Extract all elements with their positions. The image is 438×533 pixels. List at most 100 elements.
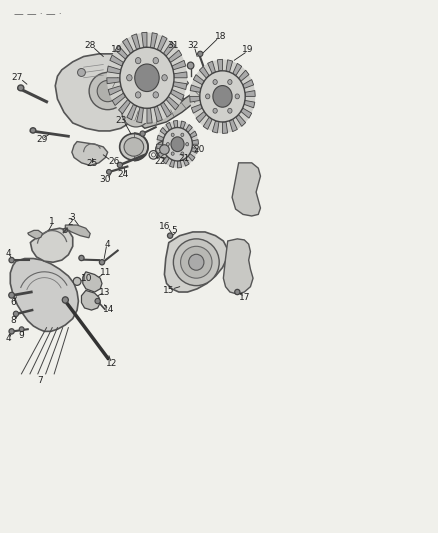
Ellipse shape (167, 233, 173, 238)
Polygon shape (162, 94, 186, 107)
Text: 16: 16 (159, 222, 170, 231)
Ellipse shape (155, 141, 173, 158)
Polygon shape (243, 79, 254, 88)
Polygon shape (157, 36, 167, 51)
Ellipse shape (180, 246, 212, 278)
Polygon shape (232, 163, 261, 216)
Polygon shape (123, 38, 134, 53)
Ellipse shape (117, 163, 123, 167)
Polygon shape (169, 50, 182, 62)
Ellipse shape (171, 137, 184, 151)
Polygon shape (177, 161, 182, 168)
Polygon shape (164, 78, 188, 88)
Ellipse shape (213, 79, 217, 84)
Polygon shape (173, 120, 177, 128)
Text: 12: 12 (106, 359, 118, 368)
Text: 26: 26 (109, 157, 120, 166)
Polygon shape (81, 290, 100, 310)
Polygon shape (172, 60, 186, 70)
Ellipse shape (235, 289, 240, 295)
Text: 9: 9 (19, 331, 25, 340)
Ellipse shape (62, 297, 68, 303)
Polygon shape (203, 117, 212, 130)
Ellipse shape (187, 62, 194, 69)
Polygon shape (223, 239, 253, 294)
Text: 27: 27 (11, 72, 23, 82)
Polygon shape (191, 148, 198, 154)
Polygon shape (55, 54, 173, 131)
Text: 3: 3 (69, 213, 75, 222)
Polygon shape (156, 144, 163, 149)
Text: 22: 22 (155, 157, 166, 166)
Polygon shape (186, 125, 192, 132)
Polygon shape (157, 135, 164, 141)
Text: 15: 15 (163, 286, 174, 295)
Polygon shape (158, 151, 165, 157)
Ellipse shape (73, 277, 81, 285)
Ellipse shape (153, 92, 159, 98)
Polygon shape (160, 102, 171, 117)
Ellipse shape (127, 75, 132, 81)
Text: 11: 11 (100, 269, 111, 277)
Ellipse shape (106, 169, 111, 174)
Polygon shape (164, 232, 228, 292)
Ellipse shape (30, 128, 36, 133)
Ellipse shape (171, 133, 174, 136)
Ellipse shape (13, 311, 18, 317)
Text: 20: 20 (194, 145, 205, 154)
Text: 29: 29 (36, 135, 48, 144)
Text: 5: 5 (172, 226, 177, 235)
Ellipse shape (124, 138, 144, 156)
Polygon shape (131, 34, 140, 50)
Polygon shape (162, 156, 169, 164)
Ellipse shape (135, 64, 159, 92)
Ellipse shape (128, 104, 144, 120)
Ellipse shape (205, 94, 210, 99)
Polygon shape (239, 70, 249, 81)
Ellipse shape (122, 98, 150, 127)
Ellipse shape (213, 86, 232, 107)
Text: 4: 4 (6, 249, 11, 258)
Polygon shape (241, 108, 252, 118)
Polygon shape (166, 96, 179, 110)
Polygon shape (127, 104, 137, 120)
Text: 7: 7 (37, 376, 43, 385)
Ellipse shape (9, 329, 14, 334)
Polygon shape (110, 55, 124, 66)
Polygon shape (115, 46, 128, 59)
Polygon shape (180, 121, 186, 128)
Ellipse shape (107, 33, 187, 123)
Polygon shape (65, 225, 90, 238)
Polygon shape (193, 75, 204, 85)
Ellipse shape (156, 120, 198, 168)
Polygon shape (151, 33, 157, 48)
Text: 19: 19 (242, 45, 253, 54)
Polygon shape (11, 259, 78, 332)
Polygon shape (119, 100, 131, 114)
Polygon shape (170, 160, 175, 167)
Ellipse shape (162, 127, 192, 161)
Polygon shape (147, 108, 152, 123)
Ellipse shape (159, 82, 166, 89)
Ellipse shape (63, 228, 67, 232)
Polygon shape (190, 131, 197, 138)
Ellipse shape (198, 51, 203, 56)
Ellipse shape (9, 292, 14, 298)
Polygon shape (196, 111, 206, 123)
Ellipse shape (89, 72, 126, 110)
Ellipse shape (140, 131, 145, 136)
Text: 1: 1 (49, 217, 55, 226)
Ellipse shape (135, 58, 141, 64)
Ellipse shape (19, 327, 24, 332)
Polygon shape (72, 142, 108, 165)
Polygon shape (188, 154, 195, 161)
Polygon shape (226, 60, 233, 72)
Polygon shape (217, 59, 223, 71)
Polygon shape (183, 158, 189, 166)
Ellipse shape (190, 60, 255, 133)
Polygon shape (191, 104, 202, 113)
Ellipse shape (153, 58, 159, 64)
Text: 4: 4 (105, 240, 110, 249)
Polygon shape (142, 33, 147, 47)
Text: 19: 19 (111, 45, 122, 54)
